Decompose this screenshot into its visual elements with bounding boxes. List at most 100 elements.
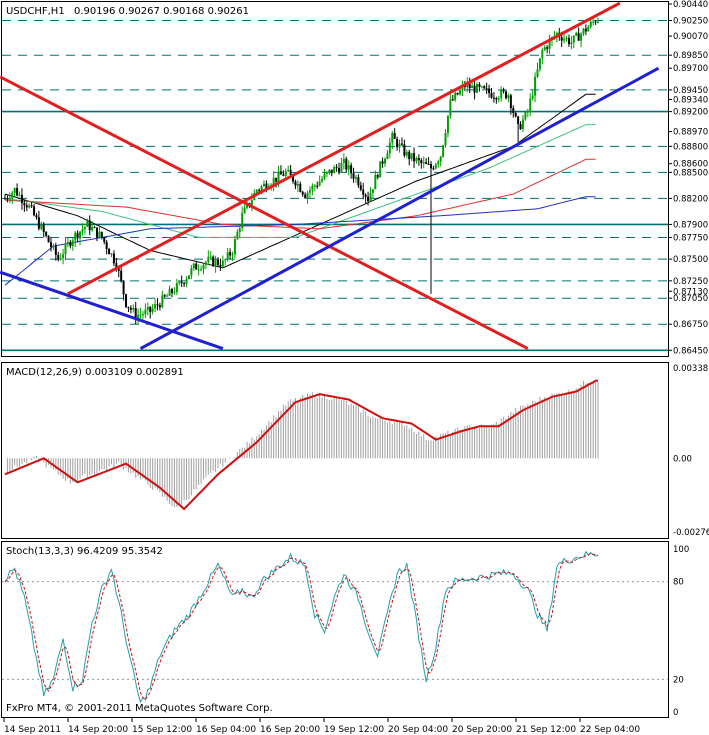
candle-body [52,245,55,248]
candle-body [473,85,476,93]
candle-body [318,181,321,186]
price-tick-label: 0.89850 [673,51,708,61]
candle-body [471,85,474,89]
candle-body [524,111,527,120]
candle-body [86,220,89,227]
candle-body [98,231,101,238]
price-tick-label: 0.87900 [673,220,708,230]
candle-body [526,111,529,113]
candle-body [173,292,176,294]
candle-body [195,263,198,270]
price-panel-frame [1,1,669,357]
candle-body [158,305,161,308]
candle-body [328,169,331,173]
candle-body [296,183,299,186]
candle-body [4,198,6,200]
candle-body [347,165,350,170]
candle-body [88,220,91,231]
candle-body [161,295,164,308]
candle-body [548,40,551,49]
candle-body [321,178,324,182]
candle-body [62,254,65,259]
candle-body [238,228,241,232]
candle-body [204,262,207,265]
candle-body [216,259,219,265]
candle-body [117,268,120,271]
chart-title: USDCHF,H1 [6,6,65,17]
candle-body [485,88,488,90]
candle-body [442,145,445,157]
candle-body [505,91,508,99]
candle-body [137,314,140,320]
candle-body [425,162,428,164]
stoch-tick-label: 80 [673,578,684,588]
price-tick-label: 0.90440 [673,0,708,10]
candle-body [594,21,597,23]
candle-body [563,38,566,41]
candle-body [47,235,50,243]
candle-body [277,171,280,182]
candle-body [289,169,292,175]
price-tick-label: 0.87500 [673,255,708,265]
candle-body [345,158,348,170]
macd-signal-path [4,379,598,511]
candle-body [241,213,244,229]
candle-body [156,304,159,306]
candle-body [163,295,166,297]
stoch-tick-label: 20 [673,675,684,685]
price-tick-label: 0.86750 [673,320,708,330]
candle-body [13,188,16,193]
candle-body [325,172,328,174]
candle-body [146,306,149,310]
candle-body [74,232,77,241]
candle-body [492,97,495,99]
candle-body [417,158,420,161]
candle-body [512,108,515,114]
candle-body [292,174,295,182]
price-tick-label: 0.88800 [673,142,708,152]
candle-body [66,242,69,244]
candle-body [40,224,43,229]
stoch-tick-label: 100 [673,545,689,555]
candle-body [364,194,367,197]
candle-body [71,240,74,247]
candle-body [490,93,493,98]
candle-body [323,173,326,179]
candle-body [294,181,297,186]
candle-body [287,169,290,172]
candle-body [567,38,570,45]
candle-body [226,252,229,260]
candle-body [451,99,454,101]
time-tick-label: 22 Sep 04:00 [580,725,640,735]
price-tick-label: 0.86450 [673,346,708,356]
stoch-axis: 100 80 20 0 [673,545,689,718]
ohlc-readout: 0.90196 0.90267 0.90168 0.90261 [74,6,249,17]
candle-body [110,253,113,255]
candle-body [359,185,362,190]
candle-body [180,281,183,284]
candle-body [132,308,135,310]
candle-body [16,188,19,196]
price-level-lines [2,19,668,352]
candle-body [432,168,435,170]
macd-tick-label: 0.00338 [673,364,708,374]
price-tick-label: 0.88970 [673,128,708,138]
copyright-text: FxPro MT4, © 2001-2011 MetaQuotes Softwa… [6,703,273,714]
candle-body [279,171,282,175]
candle-body [478,84,481,87]
candle-body [584,28,587,32]
candle-body [141,314,144,316]
candle-body [538,58,541,70]
price-tick-label: 0.89340 [673,95,708,105]
price-axis: 0.90440 0.90250 0.90070 0.89850 0.89700 0.894… [668,0,708,356]
candle-body [8,198,11,200]
candle-body [384,158,387,164]
macd-title: MACD(12,26,9) 0.003109 0.002891 [6,367,184,378]
candle-body [95,227,98,238]
candle-body [488,88,491,94]
candle-body [76,232,79,239]
price-candles [4,16,599,325]
candle-body [42,224,45,233]
candle-body [446,115,449,134]
candle-body [301,191,304,195]
